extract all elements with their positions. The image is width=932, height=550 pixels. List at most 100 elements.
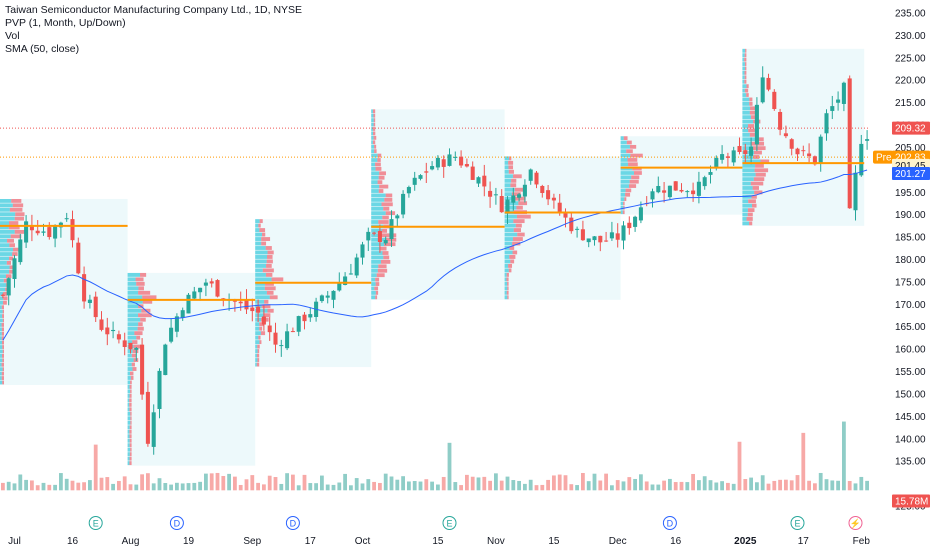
vol-indicator-label[interactable]: Vol	[5, 30, 20, 42]
event-markers: E D D E D E ⚡	[88, 516, 863, 530]
vp-row-down	[1, 331, 4, 336]
vp-row-down	[11, 198, 22, 203]
vp-row-down	[256, 362, 260, 367]
pre-label-text: Pre	[876, 153, 892, 164]
vp-row-down	[749, 132, 755, 137]
vp-row-up	[620, 205, 624, 210]
vp-row-up	[742, 53, 745, 58]
volume-bar	[186, 483, 191, 491]
vp-row-down	[130, 380, 132, 385]
vp-row-up	[504, 259, 511, 264]
vp-row-down	[517, 232, 525, 237]
vp-row-down	[3, 291, 8, 296]
vp-row-down	[130, 389, 132, 394]
candle-body	[737, 146, 742, 152]
candle-body	[273, 332, 278, 345]
candle-body	[459, 156, 464, 166]
sma-indicator-label[interactable]: SMA (50, close)	[5, 43, 80, 55]
volume-bar	[163, 482, 168, 491]
last-price-tag-text: 209.32	[895, 124, 926, 135]
vp-row-down	[8, 221, 19, 225]
event-letter: D	[290, 519, 297, 529]
event-split-icon	[848, 516, 863, 530]
vp-row-up	[504, 205, 517, 210]
vp-row-up	[371, 255, 384, 260]
vp-row-up	[0, 314, 3, 318]
last-price-tag: 209.32	[892, 121, 930, 135]
price-axis[interactable]: 235.00230.00225.00220.00215.00210.00205.…	[870, 0, 932, 550]
vp-row-down	[508, 268, 512, 273]
volume-bar	[169, 484, 173, 491]
candle-body	[859, 143, 864, 176]
price-tick-label: 170.00	[895, 300, 926, 311]
vp-row-up	[742, 57, 745, 62]
vp-row-up	[255, 308, 268, 313]
vp-row-up	[0, 278, 4, 283]
symbol-title[interactable]: Taiwan Semiconductor Manufacturing Compa…	[5, 4, 303, 16]
vp-row-up	[127, 461, 130, 466]
vp-row-down	[513, 228, 521, 233]
vp-row-down	[625, 188, 632, 193]
sma-line	[2, 169, 868, 341]
volume-bar	[615, 480, 620, 491]
time-tick-label: Dec	[609, 536, 627, 547]
candle-body	[812, 156, 817, 165]
event-letter: E	[446, 519, 452, 529]
candle-body	[841, 82, 846, 104]
vp-row-up	[0, 283, 7, 287]
vp-row-up	[504, 169, 509, 174]
volume-bar	[209, 473, 214, 491]
vp-row-down	[629, 179, 639, 184]
time-axis[interactable]: Jul 16 Aug 19 Sep 17 Oct 15 Nov 15 Dec 16 2025 17 Feb	[8, 536, 870, 547]
vp-row-down	[749, 110, 756, 115]
volume-bar	[308, 483, 313, 491]
price-lines	[0, 127, 870, 158]
vp-row-down	[748, 124, 755, 128]
price-tick-label: 155.00	[895, 367, 926, 378]
volume-bar	[401, 476, 405, 491]
vp-row-up	[255, 295, 270, 300]
volume-bar	[30, 480, 34, 491]
vp-row-up	[127, 376, 131, 380]
vp-row-down	[507, 295, 509, 300]
candle-body	[6, 278, 11, 296]
vp-row-up	[127, 326, 138, 331]
vp-row-up	[0, 340, 3, 345]
volume-bar	[668, 478, 672, 491]
vp-row-down	[515, 223, 522, 228]
vp-row-up	[504, 281, 508, 286]
vp-row-down	[744, 62, 747, 66]
pvp-indicator-label[interactable]: PVP (1, Month, Up/Down)	[5, 17, 126, 29]
volume-bar	[140, 474, 144, 491]
candle-body	[180, 310, 185, 318]
candle-body	[348, 273, 353, 275]
vp-row-down	[754, 190, 763, 195]
volume-bar	[111, 483, 115, 491]
candle-body	[464, 164, 469, 167]
vp-row-down	[14, 216, 25, 221]
vp-row-down	[509, 246, 515, 250]
volume-bar	[35, 485, 40, 491]
vp-row-up	[255, 344, 258, 349]
time-tick-label: 15	[432, 536, 444, 547]
vp-row-up	[127, 295, 143, 300]
vp-row-down	[137, 326, 144, 331]
vp-row-up	[255, 286, 265, 291]
candle-body	[192, 291, 197, 299]
vp-row-up	[742, 203, 752, 208]
candle-body	[482, 175, 487, 187]
candle-body	[714, 157, 719, 169]
vp-row-up	[255, 223, 259, 228]
volume-bar	[760, 475, 765, 491]
vp-row-up	[255, 219, 260, 224]
price-tick-label: 180.00	[895, 255, 926, 266]
vp-row-up	[255, 299, 265, 304]
volume-bar	[476, 477, 481, 491]
vp-row-up	[0, 225, 9, 230]
price-tick-label: 145.00	[895, 412, 926, 423]
vp-row-down	[509, 156, 512, 161]
vp-row-up	[742, 132, 750, 137]
volume-bar	[581, 472, 585, 491]
volume-bar	[633, 478, 637, 491]
